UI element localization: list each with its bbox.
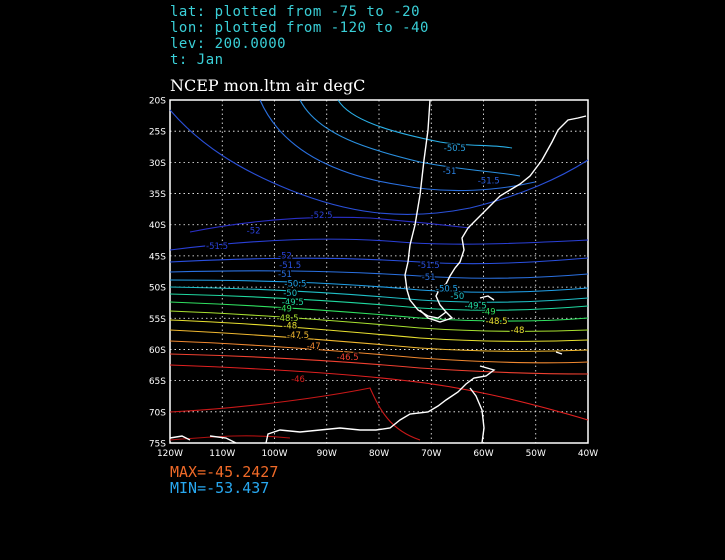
contour-value-label: -48 — [511, 326, 525, 336]
plot-title: NCEP mon.ltm air degC — [170, 76, 366, 95]
contour-value-label: -49.5 — [465, 301, 487, 311]
lon-tick-label: 40W — [578, 449, 598, 459]
level-line: lev: 200.0000 — [170, 36, 287, 52]
latitude-axis-labels: 20S 25S 30S 35S 40S 45S 50S 55S 60S 65S 70S 75S — [149, 97, 166, 450]
contour-value-label: -47.5 — [287, 331, 309, 341]
max-value: MAX=-45.2427 — [170, 463, 279, 481]
contour-value-label: -50 — [283, 289, 297, 299]
contour-value-label: -48.5 — [486, 317, 508, 327]
lon-tick-label: 60W — [473, 449, 493, 459]
lat-tick-label: 30S — [149, 159, 166, 169]
contour-value-label: -46.5 — [337, 353, 359, 363]
contour-value-label: -49 — [278, 304, 292, 314]
contour-value-label: -52.5 — [311, 211, 333, 221]
lon-tick-label: 120W — [157, 449, 183, 459]
contour-value-label: -51.5 — [206, 242, 228, 252]
lat-tick-label: 35S — [149, 190, 166, 200]
lon-tick-label: 100W — [261, 449, 287, 459]
lat-tick-label: 70S — [149, 408, 166, 418]
lat-tick-label: 25S — [149, 128, 166, 138]
contour-value-label: -51 — [422, 273, 436, 283]
contour-lines — [169, 99, 589, 441]
lon-tick-label: 110W — [209, 449, 235, 459]
contour-value-label: -51 — [443, 167, 457, 177]
lat-tick-label: 45S — [149, 252, 166, 262]
contour-value-label: -51 — [278, 270, 292, 280]
coastline — [169, 99, 587, 444]
contour-value-label: -50.5 — [436, 284, 458, 294]
contour-value-label: -47 — [307, 342, 321, 352]
contour-value-label: -48 — [283, 321, 297, 331]
contour-value-label: -50 — [450, 292, 464, 302]
longitude-axis-labels: 120W 110W 100W 90W 80W 70W 60W 50W 40W — [157, 449, 598, 459]
contour-value-label: -52 — [247, 226, 261, 236]
lat-tick-label: 50S — [149, 284, 166, 294]
contour-value-label: -49.5 — [282, 298, 304, 308]
time-line: t: Jan — [170, 52, 224, 68]
lon-tick-label: 80W — [369, 449, 389, 459]
lon-tick-label: 70W — [421, 449, 441, 459]
lat-tick-label: 55S — [149, 315, 166, 325]
lon-tick-label: 50W — [526, 449, 546, 459]
contour-value-label: -49 — [482, 308, 496, 318]
contour-value-label: -51.5 — [478, 177, 500, 187]
lon-range-line: lon: plotted from -120 to -40 — [170, 20, 429, 36]
lat-range-line: lat: plotted from -75 to -20 — [170, 4, 421, 20]
min-value: MIN=-53.437 — [170, 479, 270, 497]
lat-tick-label: 75S — [149, 440, 166, 450]
contour-value-label: -50.5 — [284, 279, 306, 289]
lat-tick-label: 40S — [149, 221, 166, 231]
contour-value-label: -46 — [291, 375, 305, 385]
contour-value-label: -51.5 — [279, 261, 301, 271]
contour-label-layer: -50.5-51-51.5-52.5-52-51.5-52-51.5-51-50… — [205, 143, 526, 386]
contour-value-label: -48.5 — [277, 314, 299, 324]
contour-value-label: -52 — [278, 251, 292, 261]
contour-value-label: -51.5 — [418, 261, 440, 271]
lat-tick-label: 60S — [149, 346, 166, 356]
lat-tick-label: 20S — [149, 97, 166, 107]
contour-value-label: -50.5 — [444, 144, 466, 154]
lat-tick-label: 65S — [149, 377, 166, 387]
lon-tick-label: 90W — [317, 449, 337, 459]
